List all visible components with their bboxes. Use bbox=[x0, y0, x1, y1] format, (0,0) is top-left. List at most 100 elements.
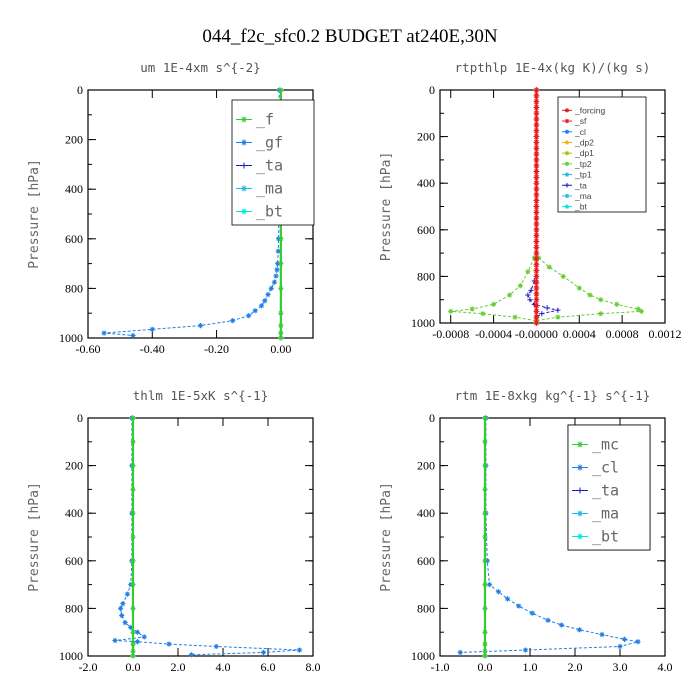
legend-item: _f bbox=[236, 111, 274, 129]
data-point bbox=[130, 605, 136, 611]
data-point bbox=[533, 238, 540, 245]
data-point bbox=[112, 637, 118, 644]
y-tick-label: 0 bbox=[429, 411, 435, 425]
legend-label: _forcing bbox=[574, 105, 606, 115]
legend-marker bbox=[564, 140, 570, 145]
series-mc bbox=[482, 415, 488, 659]
y-tick-label: 800 bbox=[417, 601, 435, 615]
data-point bbox=[296, 647, 303, 653]
data-point bbox=[533, 320, 540, 326]
legend-item: _forcing bbox=[562, 105, 606, 115]
legend-marker bbox=[564, 172, 570, 177]
data-point bbox=[517, 283, 523, 289]
data-point bbox=[529, 610, 535, 616]
data-point bbox=[482, 463, 488, 469]
data-point bbox=[278, 261, 284, 267]
x-tick-label: -2.0 bbox=[79, 660, 98, 674]
y-tick-label: 200 bbox=[65, 133, 83, 147]
panel-title: rtm 1E-8xkg kg^{-1} s^{-1} bbox=[455, 388, 651, 403]
data-point bbox=[278, 335, 284, 341]
data-point bbox=[197, 323, 204, 329]
data-point bbox=[621, 636, 628, 642]
data-point bbox=[533, 116, 540, 123]
data-point bbox=[533, 290, 540, 297]
data-point bbox=[599, 631, 605, 638]
data-point bbox=[533, 279, 540, 286]
chart-panel-2: rtpthlp 1E-4x(kg K)/(kg s) Pressure [hPa]… bbox=[379, 60, 682, 341]
data-point bbox=[262, 298, 268, 304]
data-point bbox=[533, 285, 540, 292]
series-tp2 bbox=[533, 255, 645, 324]
x-tick-label: 0.0004 bbox=[563, 327, 596, 341]
data-point bbox=[448, 308, 454, 314]
data-point bbox=[482, 653, 488, 659]
data-point bbox=[533, 273, 540, 280]
data-point bbox=[166, 641, 172, 647]
data-point bbox=[275, 261, 281, 267]
series-line bbox=[527, 280, 558, 318]
y-tick-label: 600 bbox=[417, 554, 435, 568]
data-point bbox=[533, 104, 540, 111]
data-point bbox=[533, 180, 540, 187]
data-point bbox=[533, 151, 540, 158]
data-point bbox=[533, 302, 540, 309]
data-point bbox=[495, 589, 502, 595]
data-point bbox=[271, 279, 278, 285]
panel-title: thlm 1E-5xK s^{-1} bbox=[133, 388, 268, 403]
legend-marker bbox=[564, 193, 570, 199]
y-tick-label: 1000 bbox=[411, 649, 435, 663]
data-point bbox=[614, 301, 620, 307]
data-point bbox=[522, 647, 529, 653]
data-point bbox=[278, 285, 284, 291]
legend-label: _tp2 bbox=[574, 159, 592, 169]
data-point bbox=[504, 596, 511, 602]
legend: _mc _cl _ta _ma _bt bbox=[567, 424, 651, 551]
x-tick-label: 0.0012 bbox=[649, 327, 682, 341]
panel-title: um 1E-4xm s^{-2} bbox=[140, 60, 260, 75]
data-point bbox=[130, 653, 136, 659]
data-point bbox=[130, 582, 136, 588]
legend-label: _cl bbox=[574, 127, 586, 137]
data-point bbox=[533, 127, 540, 134]
legend-marker bbox=[241, 208, 247, 215]
data-point bbox=[558, 622, 565, 628]
data-point bbox=[533, 314, 540, 321]
y-axis-label: Pressure [hPa] bbox=[379, 482, 394, 592]
legend-label: _cl bbox=[592, 459, 619, 477]
legend-item: _dp1 bbox=[562, 148, 594, 158]
data-point bbox=[482, 439, 488, 445]
data-point bbox=[533, 267, 540, 274]
legend-marker bbox=[577, 510, 583, 517]
data-point bbox=[507, 292, 513, 298]
y-tick-label: 400 bbox=[65, 506, 83, 520]
data-point bbox=[130, 558, 136, 564]
legend-label: _f bbox=[256, 111, 274, 129]
data-point bbox=[533, 92, 540, 99]
legend-item: _gf bbox=[236, 134, 283, 152]
legend-label: _dp2 bbox=[574, 137, 594, 147]
y-tick-label: 400 bbox=[417, 506, 435, 520]
legend-item: _bt bbox=[236, 203, 283, 221]
legend-marker bbox=[241, 116, 247, 123]
legend-box bbox=[557, 96, 647, 213]
data-point bbox=[576, 285, 582, 291]
legend-marker bbox=[241, 162, 247, 169]
data-point bbox=[482, 415, 488, 421]
data-point bbox=[544, 305, 550, 311]
figure-title: 044_f2c_sfc0.2 BUDGET at240E,30N bbox=[202, 26, 497, 47]
y-tick-label: 800 bbox=[417, 269, 435, 283]
data-point bbox=[482, 510, 488, 516]
legend-label: _sf bbox=[574, 116, 587, 126]
data-point bbox=[533, 244, 540, 251]
data-point bbox=[533, 110, 540, 117]
y-axis-label: Pressure [hPa] bbox=[27, 482, 42, 592]
x-tick-label: 6.0 bbox=[261, 660, 276, 674]
legend-item: _ma bbox=[562, 191, 592, 201]
data-point bbox=[482, 641, 488, 647]
y-tick-label: 0 bbox=[77, 83, 83, 97]
data-point bbox=[278, 310, 284, 316]
data-point bbox=[130, 510, 136, 516]
data-point bbox=[525, 292, 531, 298]
data-point bbox=[457, 649, 463, 656]
data-point bbox=[527, 297, 533, 303]
